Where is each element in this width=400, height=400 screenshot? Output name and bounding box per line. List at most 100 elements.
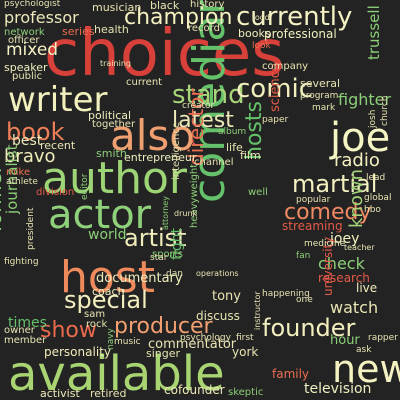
word-series: series bbox=[62, 25, 95, 38]
word-intelligence: intelligence bbox=[171, 121, 182, 180]
word-global: global bbox=[364, 193, 392, 203]
word-joey: joey bbox=[330, 231, 360, 247]
word-editor: editor bbox=[80, 173, 90, 201]
word-rock: rock bbox=[86, 319, 108, 330]
word-several: several bbox=[300, 77, 341, 90]
word-professional: professional bbox=[264, 27, 337, 41]
word-food: food bbox=[252, 13, 270, 22]
word-times: times bbox=[8, 315, 47, 331]
word-activist: activist bbox=[40, 387, 80, 400]
word-world: world bbox=[88, 227, 127, 243]
word-history: history bbox=[190, 0, 225, 10]
word-retired: retired bbox=[90, 387, 127, 400]
word-also: also bbox=[110, 111, 195, 160]
word-joe: joe bbox=[330, 115, 391, 161]
word-commentator: commentator bbox=[148, 337, 237, 352]
word-psychologist: psychologist bbox=[4, 0, 61, 9]
word-latest: latest bbox=[172, 108, 234, 133]
word-record: record bbox=[188, 23, 220, 34]
word-star: star bbox=[150, 253, 168, 263]
word-martial: martial bbox=[292, 170, 378, 198]
word-network: network bbox=[4, 27, 45, 38]
word-instructor: instructor bbox=[253, 291, 262, 330]
word-program: program bbox=[300, 91, 339, 101]
word-host: host bbox=[60, 252, 155, 303]
word-mark: mark bbox=[312, 103, 336, 113]
word-york: york bbox=[232, 345, 259, 359]
word-political: political bbox=[88, 109, 132, 122]
word-navy: navy bbox=[106, 328, 116, 350]
word-new: new bbox=[332, 347, 400, 391]
word-trussell: trussell bbox=[365, 5, 383, 60]
word-musician: musician bbox=[92, 1, 142, 14]
word-operations: operations bbox=[196, 269, 239, 278]
word-one: one bbox=[296, 295, 313, 305]
word-music: music bbox=[114, 337, 141, 347]
word-attorney: attorney bbox=[161, 196, 170, 230]
word-officer: officer bbox=[8, 35, 40, 46]
word-singer: singer bbox=[146, 347, 181, 360]
word-division: division bbox=[36, 187, 75, 198]
word-popular: popular bbox=[296, 195, 331, 205]
word-special: special bbox=[64, 286, 148, 314]
word-founder: founder bbox=[262, 314, 356, 342]
word-public: public bbox=[12, 71, 43, 82]
word-producer: producer bbox=[114, 314, 213, 339]
word-mike: mike bbox=[6, 167, 31, 178]
word-dan: dan bbox=[166, 269, 183, 279]
word-radio: radio bbox=[334, 150, 380, 171]
word-currently: currently bbox=[236, 2, 353, 32]
word-psychology: psychology bbox=[180, 333, 231, 343]
word-available: available bbox=[8, 346, 225, 400]
word-check: check bbox=[318, 254, 365, 273]
word-family: family bbox=[272, 367, 310, 381]
word-personality: personality bbox=[44, 345, 111, 359]
word-current: current bbox=[126, 77, 163, 88]
word-choices: choices bbox=[44, 17, 285, 91]
word-cofounder: cofounder bbox=[164, 383, 225, 397]
word-author: author bbox=[42, 153, 187, 204]
word-president: president bbox=[26, 207, 36, 250]
word-rapper: rapper bbox=[368, 333, 398, 343]
word-company: company bbox=[262, 61, 309, 72]
word-fan: fan bbox=[296, 251, 311, 261]
word-channel: channel bbox=[194, 157, 234, 168]
word-stand: stand bbox=[172, 80, 245, 110]
word-first: first bbox=[236, 333, 254, 343]
word-member: member bbox=[4, 335, 47, 346]
word-book: book bbox=[6, 118, 65, 146]
word-recent: recent bbox=[40, 139, 76, 152]
word-television: television bbox=[304, 381, 372, 397]
word-fighter: fighter bbox=[338, 90, 392, 109]
word-lead: lead bbox=[366, 173, 386, 183]
word-watch: watch bbox=[330, 298, 379, 317]
word-streaming: streaming bbox=[282, 219, 343, 233]
word-tony: tony bbox=[212, 289, 241, 304]
word-professor: professor bbox=[4, 8, 79, 27]
word-entrepreneur: entrepreneur bbox=[124, 151, 197, 164]
word-bravo: bravo bbox=[4, 146, 56, 167]
word-speaker: speaker bbox=[4, 61, 48, 74]
word-health: health bbox=[94, 23, 129, 36]
word-look: look bbox=[252, 41, 271, 51]
word-show: show bbox=[40, 318, 97, 343]
word-hbo: hbo bbox=[364, 205, 381, 215]
word-paper: paper bbox=[262, 115, 289, 125]
word-coach: coach bbox=[92, 285, 125, 298]
word-writer: writer bbox=[8, 80, 108, 120]
word-actor: actor bbox=[48, 192, 152, 238]
word-happening: happening bbox=[262, 289, 310, 299]
word-together: together bbox=[92, 119, 136, 130]
word-josh: josh bbox=[368, 109, 378, 128]
word-sam: sam bbox=[84, 309, 106, 320]
word-comedy: comedy bbox=[284, 200, 372, 225]
word-mixed: mixed bbox=[6, 40, 59, 60]
word-film: film bbox=[240, 149, 261, 162]
word-smith: smith bbox=[96, 147, 127, 160]
word-live: live bbox=[356, 281, 378, 295]
word-medicine: medicine bbox=[304, 239, 346, 249]
word-documentary: documentary bbox=[96, 271, 183, 286]
word-hour: hour bbox=[330, 333, 360, 348]
word-album: album bbox=[218, 127, 247, 137]
